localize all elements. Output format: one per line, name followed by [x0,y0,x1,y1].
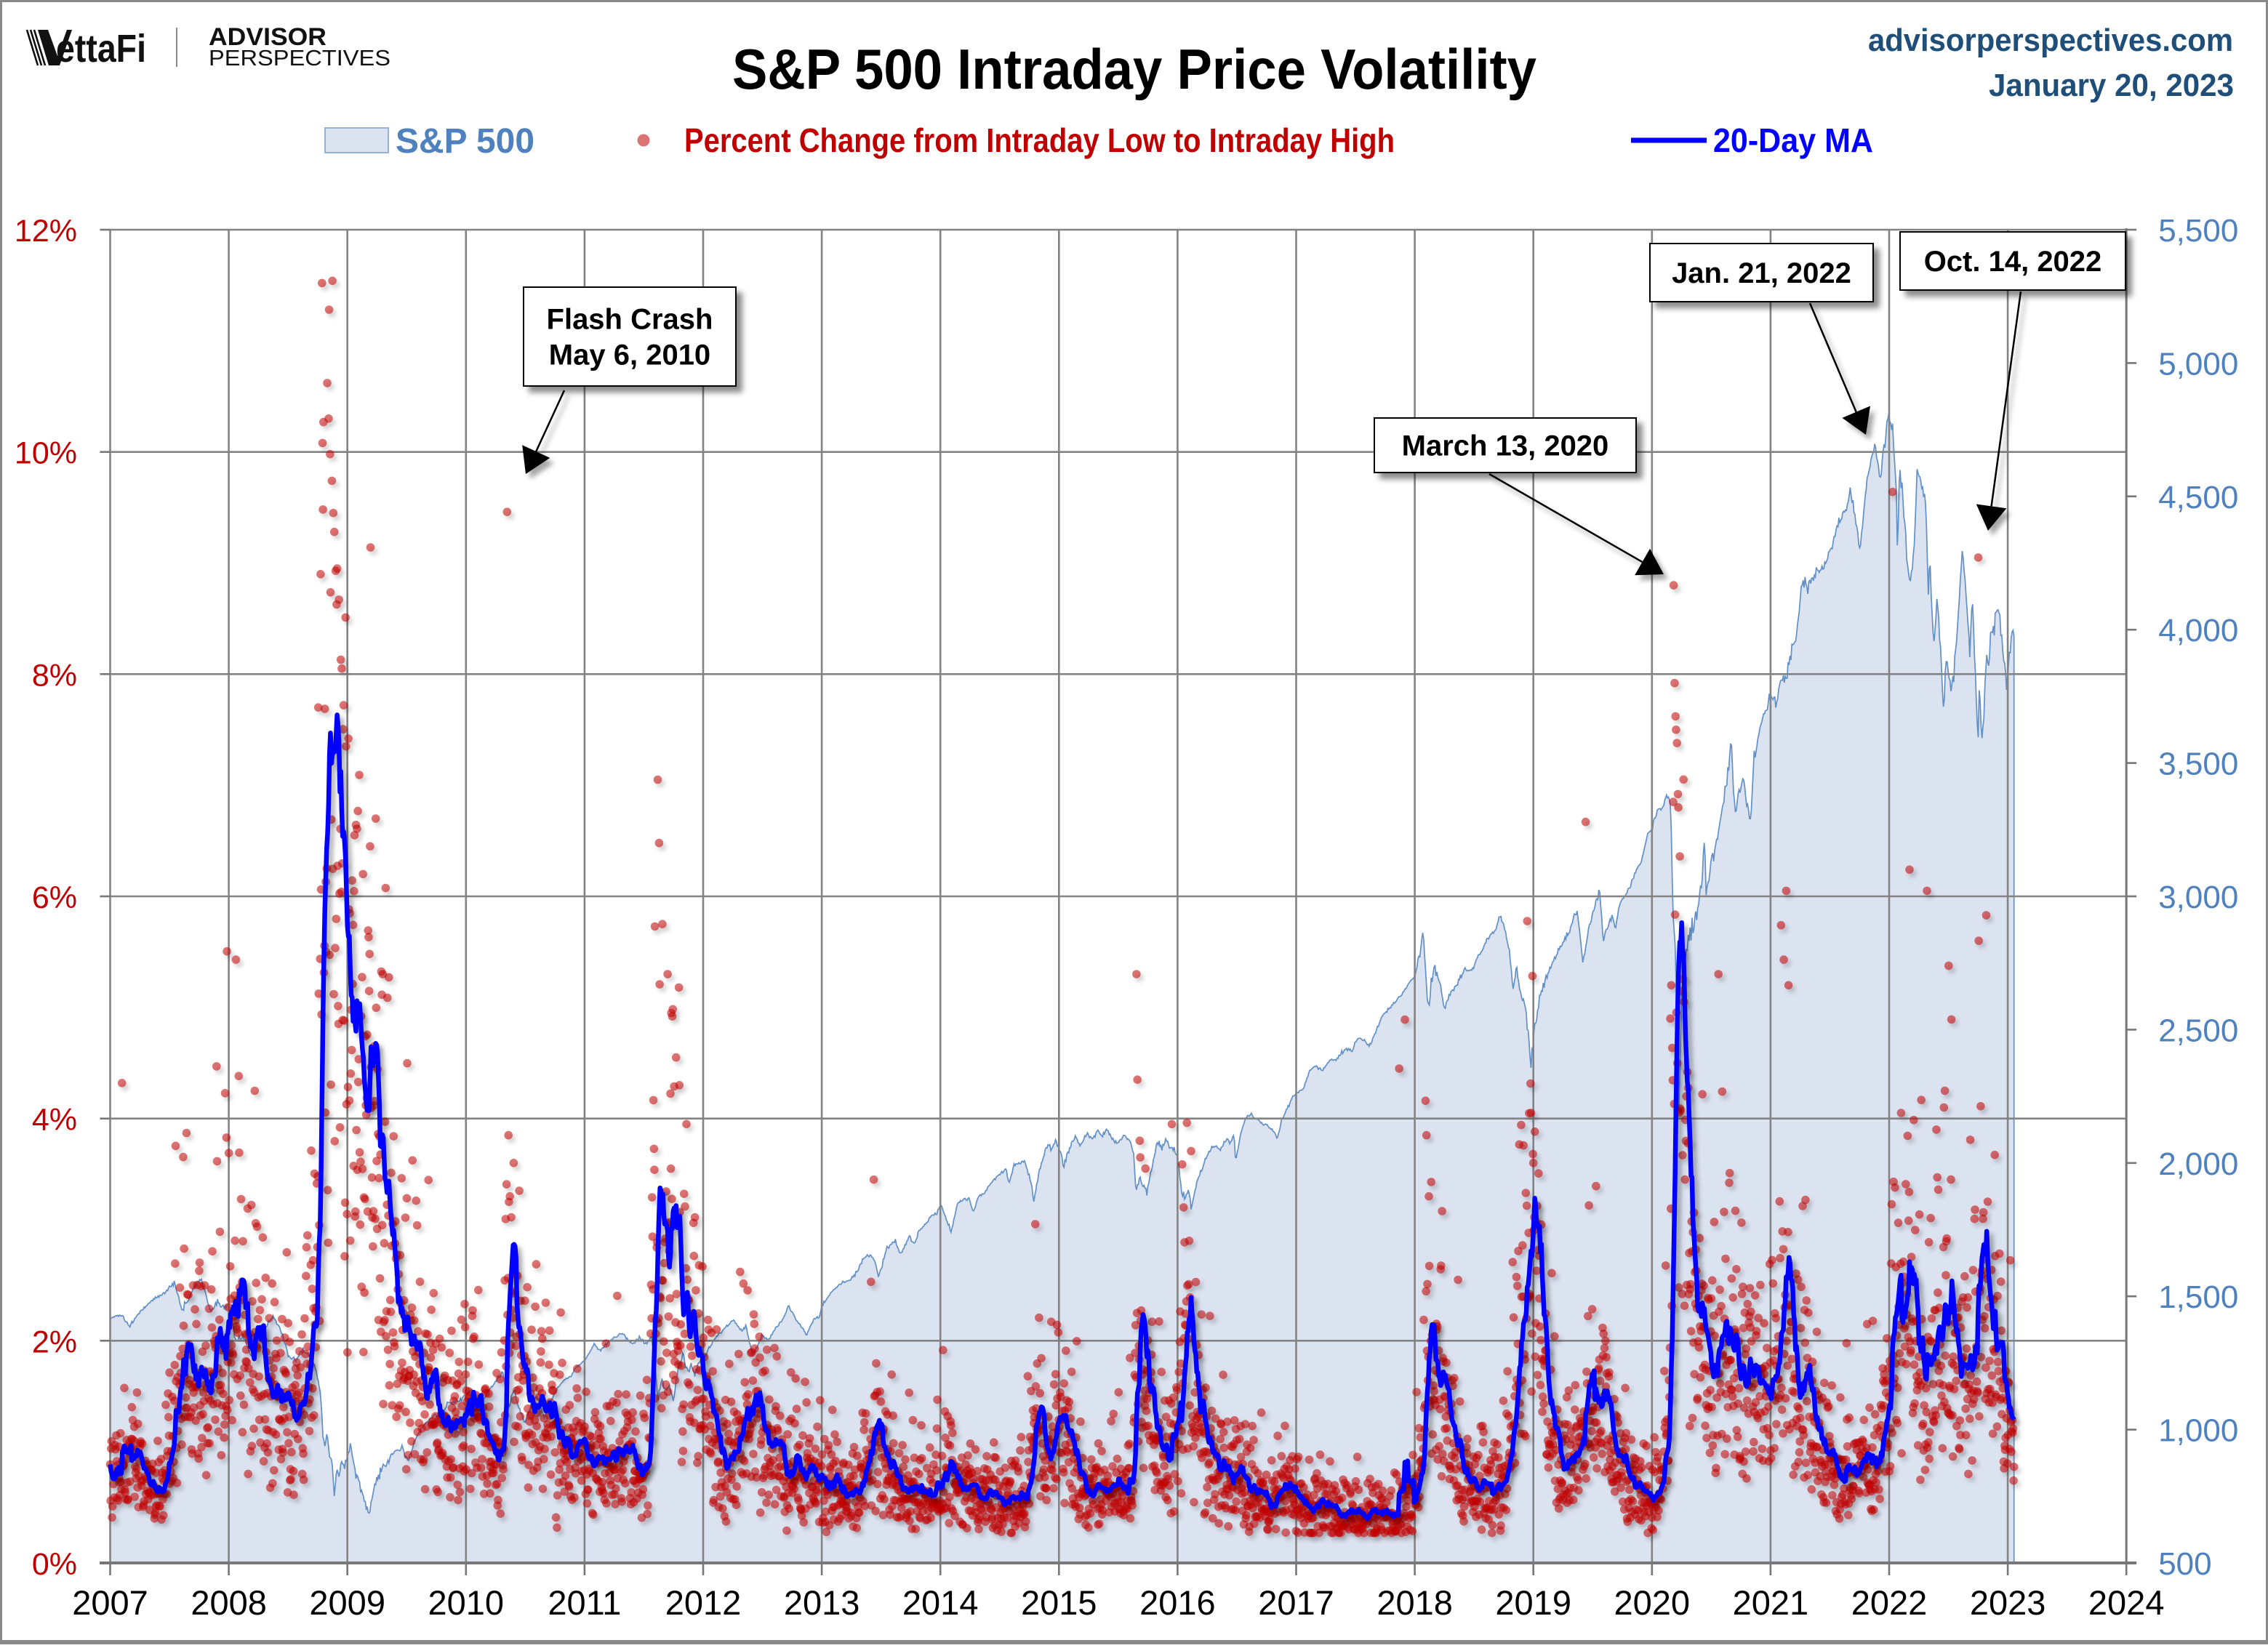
svg-text:4,000: 4,000 [2158,613,2238,648]
svg-text:January 20, 2023: January 20, 2023 [1989,68,2234,103]
svg-text:0%: 0% [32,1547,77,1582]
svg-text:2023: 2023 [1970,1583,2046,1622]
svg-text:1,500: 1,500 [2158,1279,2238,1315]
svg-text:2015: 2015 [1021,1583,1097,1622]
svg-text:1,000: 1,000 [2158,1413,2238,1449]
svg-text:2019: 2019 [1495,1583,1571,1622]
svg-text:2022: 2022 [1851,1583,1928,1622]
svg-text:S&P 500 Intraday Price Volatil: S&P 500 Intraday Price Volatility [732,37,1536,101]
svg-text:2009: 2009 [309,1583,385,1622]
svg-text:ADVISOR: ADVISOR [209,23,326,51]
svg-text:March 13, 2020: March 13, 2020 [1402,430,1609,462]
svg-text:8%: 8% [32,658,77,693]
svg-text:2021: 2021 [1733,1583,1809,1622]
svg-text:2013: 2013 [784,1583,860,1622]
svg-text:Oct. 14, 2022: Oct. 14, 2022 [1924,246,2102,278]
svg-text:4%: 4% [32,1103,77,1138]
svg-text:12%: 12% [15,214,77,249]
svg-text:5,500: 5,500 [2158,213,2238,249]
svg-text:Jan. 21, 2022: Jan. 21, 2022 [1672,257,1851,289]
svg-text:10%: 10% [15,436,77,471]
svg-text:Percent Change from Intraday L: Percent Change from Intraday Low to Intr… [684,121,1395,159]
svg-text:3,500: 3,500 [2158,747,2238,782]
svg-text:Flash Crash: Flash Crash [547,304,713,336]
svg-text:2008: 2008 [191,1583,267,1622]
svg-text:2014: 2014 [902,1583,979,1622]
svg-text:20-Day MA: 20-Day MA [1713,121,1873,159]
svg-text:2024: 2024 [2088,1583,2165,1622]
svg-text:2010: 2010 [428,1583,505,1622]
svg-text:2011: 2011 [548,1583,621,1622]
svg-text:2016: 2016 [1139,1583,1216,1622]
svg-text:2018: 2018 [1377,1583,1453,1622]
svg-text:2012: 2012 [665,1583,742,1622]
svg-text:500: 500 [2158,1546,2211,1582]
svg-text:6%: 6% [32,880,77,915]
svg-text:2%: 2% [32,1325,77,1359]
svg-text:2020: 2020 [1614,1583,1691,1622]
svg-text:S&P 500: S&P 500 [396,122,534,161]
svg-text:PERSPECTIVES: PERSPECTIVES [209,45,390,71]
svg-text:5,000: 5,000 [2158,346,2238,382]
svg-text:advisorperspectives.com: advisorperspectives.com [1868,23,2233,58]
svg-text:4,500: 4,500 [2158,480,2238,515]
svg-text:2,000: 2,000 [2158,1146,2238,1182]
svg-text:2,500: 2,500 [2158,1013,2238,1048]
svg-text:ettaFi: ettaFi [56,27,146,71]
svg-text:2007: 2007 [72,1583,148,1622]
svg-text:May 6, 2010: May 6, 2010 [549,339,710,371]
svg-text:3,000: 3,000 [2158,880,2238,915]
svg-text:2017: 2017 [1258,1583,1334,1622]
